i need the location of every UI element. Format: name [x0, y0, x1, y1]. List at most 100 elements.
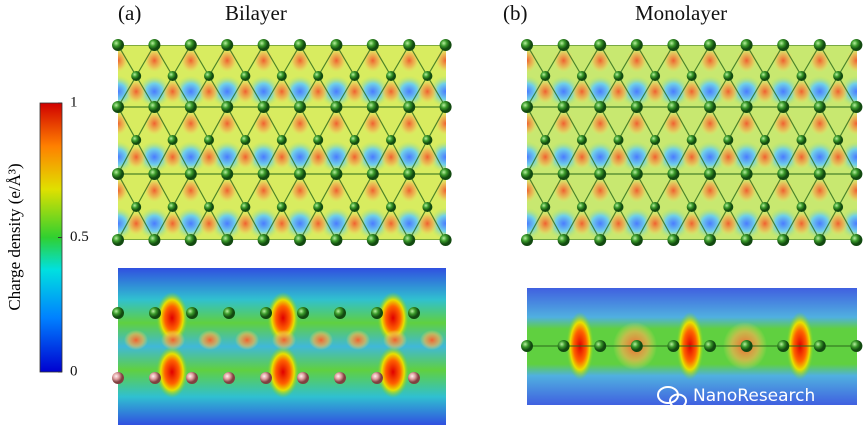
bond: [408, 106, 428, 141]
charge-high: [90, 80, 110, 104]
panel-label: (a): [118, 1, 141, 25]
atom: [630, 39, 643, 51]
charge-high: [490, 212, 510, 236]
atom: [521, 168, 533, 180]
atom: [850, 234, 863, 246]
charge-high: [864, 80, 868, 104]
bond: [599, 139, 620, 175]
charge-low: [693, 207, 727, 240]
bond: [636, 106, 656, 141]
charge-low: [356, 207, 390, 240]
charge-high: [754, 79, 776, 104]
atom: [131, 71, 142, 81]
charge-low: [803, 75, 837, 108]
charge-high: [235, 211, 256, 236]
bond: [426, 106, 446, 141]
atom: [777, 168, 790, 180]
bond: [837, 106, 857, 141]
charge-high: [162, 145, 183, 169]
bond: [527, 106, 546, 141]
charge-low: [210, 141, 244, 173]
atom: [366, 234, 379, 246]
atom: [186, 372, 198, 384]
charge-low: [656, 141, 690, 173]
charge-low: [392, 75, 426, 108]
charge-high: [90, 145, 110, 169]
charge-high: [162, 79, 183, 104]
bond: [226, 139, 246, 175]
charge-high: [846, 111, 857, 136]
bond: [226, 173, 246, 208]
charge-high: [553, 48, 574, 73]
bond: [654, 206, 674, 240]
atom: [594, 234, 607, 246]
bond: [800, 139, 821, 175]
atom: [796, 202, 807, 212]
charge-low: [620, 207, 654, 240]
atom: [521, 234, 533, 246]
bond: [118, 139, 137, 175]
bond: [354, 139, 374, 175]
bond: [426, 173, 446, 208]
bond: [691, 106, 711, 141]
bond: [226, 206, 246, 240]
atom: [131, 135, 142, 145]
charge-low: [320, 75, 353, 108]
atom: [521, 340, 533, 352]
bond: [544, 139, 565, 175]
bond: [372, 206, 392, 240]
charge-high: [417, 145, 438, 169]
atom: [112, 168, 124, 180]
charge-low: [583, 141, 617, 173]
bond: [527, 139, 546, 175]
charge-mid: [383, 330, 407, 350]
bond: [263, 173, 283, 208]
bond: [281, 173, 301, 208]
atom: [330, 234, 343, 246]
atom: [148, 39, 161, 51]
bond: [281, 206, 301, 240]
bond: [617, 173, 638, 208]
atom: [313, 135, 324, 145]
charge-high: [718, 79, 739, 104]
atom: [576, 202, 587, 212]
watermark-icon: [657, 386, 687, 409]
bond: [208, 206, 228, 240]
atom: [294, 234, 306, 246]
charge-high: [663, 178, 684, 203]
bond: [617, 206, 638, 240]
charge-high: [736, 111, 757, 136]
colorbar-label: Charge density (e/Å³): [5, 163, 24, 310]
atom: [723, 71, 734, 81]
bond: [408, 206, 428, 240]
bond: [426, 139, 446, 175]
charge-high: [435, 178, 446, 203]
bond: [263, 206, 283, 240]
charge-high: [267, 346, 299, 398]
atom: [704, 234, 716, 246]
bond: [764, 106, 784, 141]
charge-high: [864, 145, 868, 169]
bond: [782, 173, 803, 208]
charge-high: [362, 111, 383, 136]
charge-high: [399, 48, 420, 73]
bond: [563, 206, 583, 240]
charge-high: [144, 48, 165, 73]
charge-low: [210, 207, 244, 240]
charge-high: [217, 48, 238, 73]
charge-low: [356, 75, 390, 108]
bond: [390, 173, 410, 208]
bond: [172, 106, 192, 141]
charge-high: [308, 211, 329, 236]
atom: [594, 340, 607, 352]
atom: [813, 168, 826, 180]
charge-high: [380, 211, 402, 236]
atom: [386, 71, 396, 81]
charge-high: [736, 178, 757, 203]
atom: [422, 135, 433, 145]
charge-high: [608, 145, 629, 169]
charge-high: [71, 179, 91, 203]
bond: [672, 173, 693, 208]
atom: [204, 71, 214, 81]
bond: [390, 139, 410, 175]
